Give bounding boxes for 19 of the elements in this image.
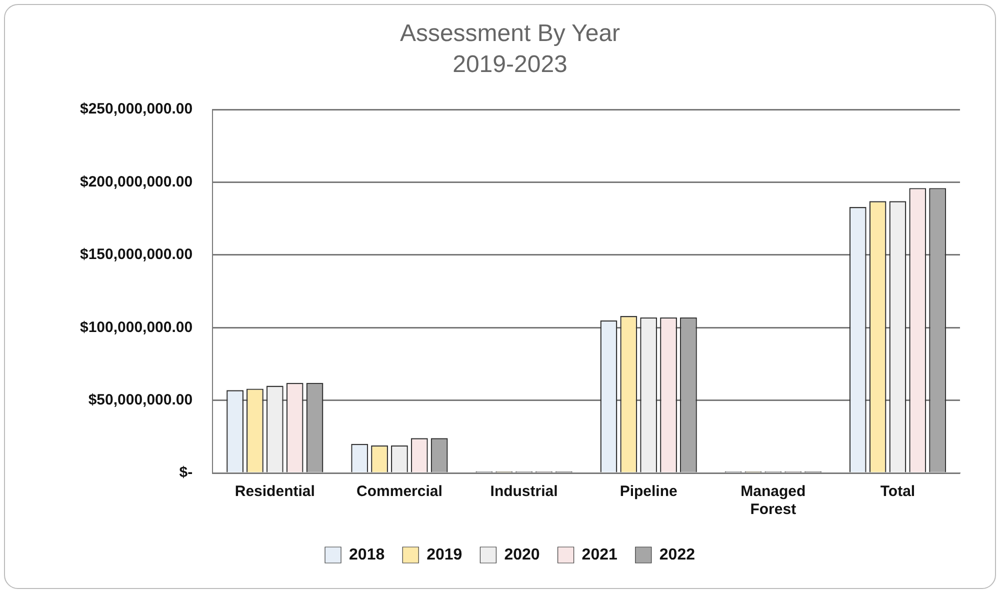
legend-label: 2020 xyxy=(504,546,540,564)
chart-subtitle: 2019-2023 xyxy=(452,50,568,78)
legend-label: 2022 xyxy=(659,546,696,564)
y-tick-label: $100,000,000.00 xyxy=(80,318,193,336)
legend-label: 2018 xyxy=(349,546,385,564)
legend-label: 2021 xyxy=(582,546,618,564)
y-tick-label: $- xyxy=(179,464,193,482)
x-tick-label: Residential xyxy=(234,483,315,500)
chart-title: Assessment By Year xyxy=(400,20,620,48)
y-tick-label: $200,000,000.00 xyxy=(80,173,193,190)
x-tick-label: Industrial xyxy=(490,483,558,500)
y-tick-label: $50,000,000.00 xyxy=(88,391,193,408)
y-tick-label: $150,000,000.00 xyxy=(80,246,193,264)
x-tick-label: Total xyxy=(880,483,916,500)
x-tick-label: Managed Forest xyxy=(740,483,806,518)
x-tick-label: Commercial xyxy=(356,483,442,500)
y-tick-label: $250,000,000.00 xyxy=(80,100,193,118)
legend-label: 2019 xyxy=(426,546,462,564)
x-tick-label: Pipeline xyxy=(620,483,678,500)
